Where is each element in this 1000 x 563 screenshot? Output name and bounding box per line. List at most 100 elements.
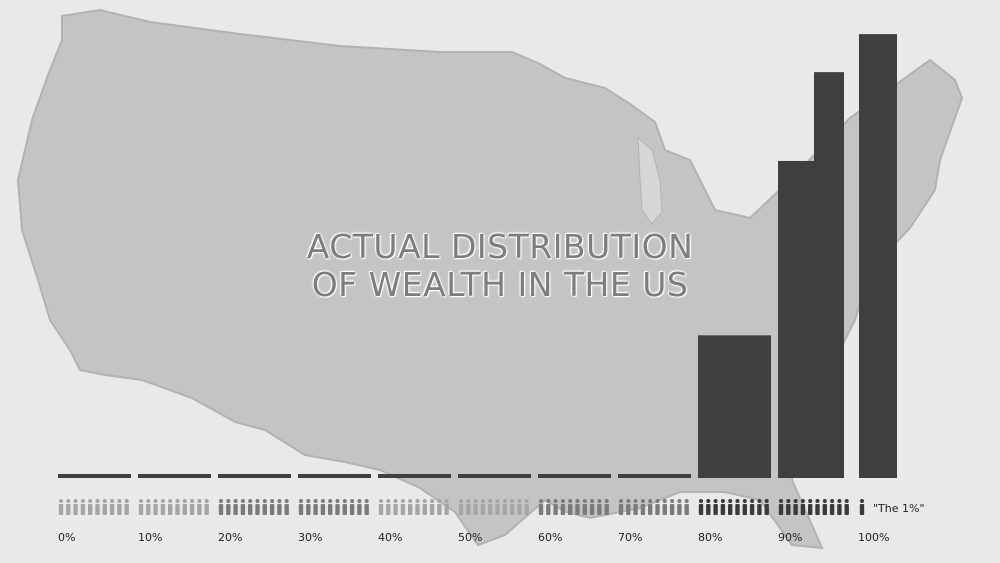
- person-icon: [182, 499, 187, 515]
- person-icon: [749, 499, 755, 515]
- person-icon: [168, 499, 173, 515]
- person-icon: [328, 499, 333, 515]
- x-axis-tick-labels: 0% 10% 20% 30% 40% 50% 60% 70% 80% 90% 100%: [58, 531, 889, 544]
- person-icon: [757, 499, 762, 515]
- tick-label-80pct: 80%: [698, 531, 722, 544]
- bar-30pct: [298, 474, 371, 478]
- person-icon: [357, 499, 362, 515]
- person-icon: [618, 499, 624, 515]
- bar-50pct: [458, 474, 531, 478]
- person-icon: [218, 499, 224, 515]
- person-icon: [109, 499, 115, 515]
- person-icon: [437, 499, 442, 515]
- tick-label-30pct: 30%: [298, 531, 322, 544]
- tick-label-50pct: 50%: [458, 531, 482, 544]
- person-icon: [604, 499, 609, 515]
- person-icon: [80, 499, 86, 515]
- person-icon: [146, 499, 151, 515]
- person-icon: [197, 499, 202, 515]
- person-icon: [124, 499, 129, 515]
- person-icon: [837, 499, 842, 515]
- person-icon: [58, 499, 64, 515]
- person-icon: [538, 499, 544, 515]
- person-icon: [546, 499, 551, 515]
- person-icon: [698, 499, 704, 515]
- lake-michigan-shape: [637, 136, 663, 225]
- person-icon: [189, 499, 195, 515]
- person-icon: [400, 499, 406, 515]
- person-icon: [138, 499, 144, 515]
- person-icon: [248, 499, 253, 515]
- person-icon: [822, 499, 827, 515]
- person-icon: [844, 499, 849, 515]
- person-icon: [626, 499, 631, 515]
- person-icon: [335, 499, 340, 515]
- bar-70pct: [618, 474, 691, 478]
- person-icon: [160, 499, 166, 515]
- person-icon: [95, 499, 100, 515]
- person-icon: [764, 499, 769, 515]
- person-icon: [269, 499, 275, 515]
- person-icon: [859, 499, 865, 515]
- person-icon: [313, 499, 318, 515]
- person-icon: [408, 499, 413, 515]
- bar-80pct: [698, 335, 771, 478]
- person-icon: [786, 499, 791, 515]
- the-one-percent-label: "The 1%": [873, 502, 925, 515]
- person-icon: [444, 499, 449, 515]
- person-icon: [655, 499, 660, 515]
- tick-label-70pct: 70%: [618, 531, 642, 544]
- bar-40pct: [378, 474, 451, 478]
- person-icon: [306, 499, 311, 515]
- person-icon: [422, 499, 427, 515]
- person-icon: [466, 499, 471, 515]
- person-icon: [88, 499, 93, 515]
- person-icon: [386, 499, 391, 515]
- person-icon: [240, 499, 246, 515]
- person-icon: [684, 499, 689, 515]
- person-icon: [800, 499, 806, 515]
- person-icon: [284, 499, 289, 515]
- tick-label-90pct: 90%: [778, 531, 802, 544]
- tick-label-10pct: 10%: [138, 531, 162, 544]
- person-icon: [509, 499, 515, 515]
- person-icon: [662, 499, 667, 515]
- bar-90pct-upper: [814, 72, 844, 479]
- person-icon: [342, 499, 347, 515]
- person-icon: [640, 499, 646, 515]
- person-icon: [808, 499, 813, 515]
- person-icon: [669, 499, 675, 515]
- tick-label-0pct: 0%: [58, 531, 75, 544]
- chart-title: ACTUAL DISTRIBUTION OF WEALTH IN THE US: [250, 228, 750, 304]
- person-icon: [233, 499, 238, 515]
- person-icon: [713, 499, 718, 515]
- person-icon: [633, 499, 638, 515]
- person-icon: [706, 499, 711, 515]
- person-icon: [480, 499, 486, 515]
- person-icon: [648, 499, 653, 515]
- person-icon: [226, 499, 231, 515]
- person-icon: [517, 499, 522, 515]
- tick-label-20pct: 20%: [218, 531, 242, 544]
- person-icon: [778, 499, 784, 515]
- person-icon: [793, 499, 798, 515]
- person-icon: [349, 499, 355, 515]
- bar-0pct: [58, 474, 131, 478]
- person-icon: [728, 499, 733, 515]
- person-icon: [175, 499, 180, 515]
- person-icon: [553, 499, 558, 515]
- person-icon: [204, 499, 209, 515]
- person-icon: [429, 499, 435, 515]
- person-icon: [568, 499, 573, 515]
- person-icon: [73, 499, 78, 515]
- person-icon: [720, 499, 726, 515]
- tick-label-100pct: 100%: [858, 531, 889, 544]
- person-icon: [415, 499, 420, 515]
- person-icon: [589, 499, 595, 515]
- tick-label-40pct: 40%: [378, 531, 402, 544]
- person-icon: [262, 499, 267, 515]
- person-icon: [66, 499, 71, 515]
- person-icon: [495, 499, 500, 515]
- person-icon: [560, 499, 566, 515]
